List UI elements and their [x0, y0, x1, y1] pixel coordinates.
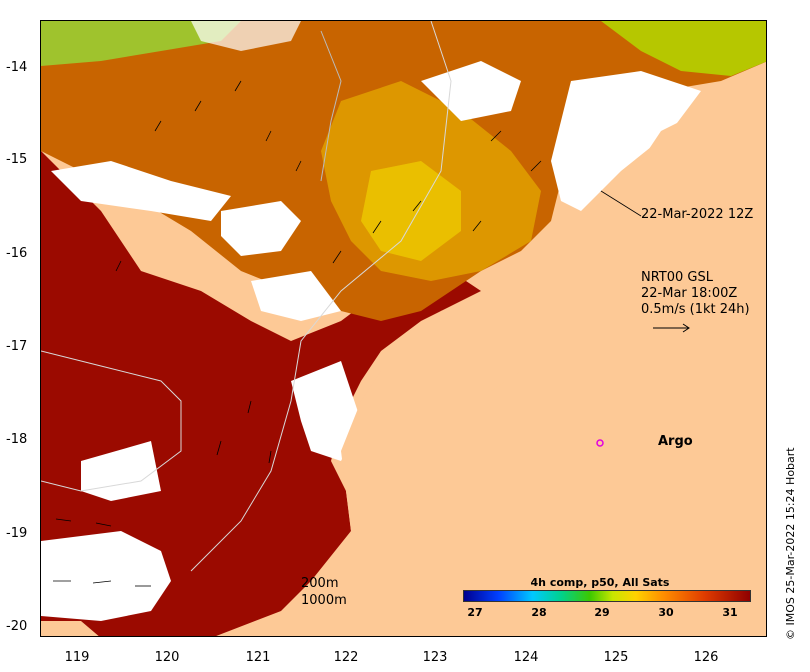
colorbar-title: 4h comp, p50, All Sats: [530, 576, 670, 589]
current-scale-arrow: [653, 323, 690, 333]
isobath-200-label: 200m: [301, 576, 339, 591]
sst-green-patch: [41, 21, 241, 66]
colorbar-tick: 28: [531, 606, 547, 619]
cloud-gap-4: [251, 271, 341, 321]
x-tick-label: 125: [603, 650, 629, 665]
cloud-gap-1: [551, 71, 701, 211]
current-vectors: [53, 80, 542, 587]
y-tick-label: -19: [6, 526, 28, 541]
map-area[interactable]: [40, 20, 767, 637]
y-tick-label: -20: [6, 619, 28, 634]
land-mass: [301, 63, 766, 636]
cloud-gap-6: [81, 441, 161, 501]
y-tick-label: -16: [6, 246, 28, 261]
isobath-200m: [41, 350, 182, 492]
cloud-gap-10: [191, 21, 301, 51]
colorbar-tick: 29: [594, 606, 610, 619]
cloud-gap-8: [291, 361, 361, 461]
x-tick-label: 126: [693, 650, 719, 665]
argo-marker: [596, 439, 604, 447]
sst-warm-region: [41, 151, 481, 636]
isobath-1000-label: 1000m: [301, 593, 347, 608]
x-tick-label: 121: [245, 650, 271, 665]
colorbar: [463, 590, 751, 602]
y-tick-label: -15: [6, 152, 28, 167]
x-tick-label: 120: [154, 650, 180, 665]
y-tick-label: -14: [6, 60, 28, 75]
cloud-gap-3: [221, 201, 301, 256]
cloud-gap-7: [41, 531, 171, 621]
colorbar-tick: 30: [658, 606, 674, 619]
x-tick-label: 124: [513, 650, 539, 665]
x-tick-label: 122: [333, 650, 359, 665]
sst-green-patch-ne: [601, 21, 766, 76]
isobath-1000m: [190, 21, 452, 572]
argo-label: Argo: [658, 434, 693, 449]
y-tick-label: -17: [6, 339, 28, 354]
isobath-offshore: [320, 30, 342, 182]
credit-text: © IMOS 25-Mar-2022 15:24 Hobart: [784, 447, 797, 640]
swath-pointer: [600, 190, 642, 217]
y-tick-label: -18: [6, 432, 28, 447]
current-time-label: 22-Mar 18:00Z: [641, 286, 738, 301]
x-tick-label: 123: [422, 650, 448, 665]
cloud-gap-9: [421, 61, 521, 121]
current-source-label: NRT00 GSL: [641, 270, 713, 285]
current-scale-label: 0.5m/s (1kt 24h): [641, 302, 750, 317]
x-tick-label: 119: [64, 650, 90, 665]
swath-time-label: 22-Mar-2022 12Z: [641, 207, 754, 222]
cloud-gap-2: [51, 161, 231, 221]
colorbar-tick: 31: [722, 606, 738, 619]
sst-yellow-patch: [361, 161, 461, 261]
colorbar-tick: 27: [467, 606, 483, 619]
